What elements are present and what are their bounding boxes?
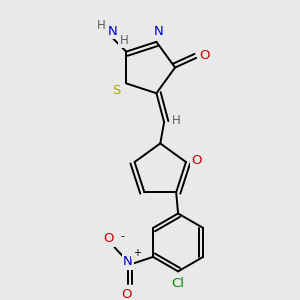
Text: H: H [120,34,129,46]
Text: O: O [121,288,131,300]
Text: Cl: Cl [172,278,184,290]
Text: O: O [103,232,114,245]
Text: N: N [154,25,163,38]
Text: N: N [123,255,133,268]
Text: O: O [191,154,202,166]
Text: S: S [112,84,121,97]
Text: -: - [120,231,124,241]
Text: N: N [108,25,118,38]
Text: H: H [172,114,181,127]
Text: O: O [199,50,209,62]
Text: +: + [133,248,141,258]
Text: H: H [97,19,106,32]
